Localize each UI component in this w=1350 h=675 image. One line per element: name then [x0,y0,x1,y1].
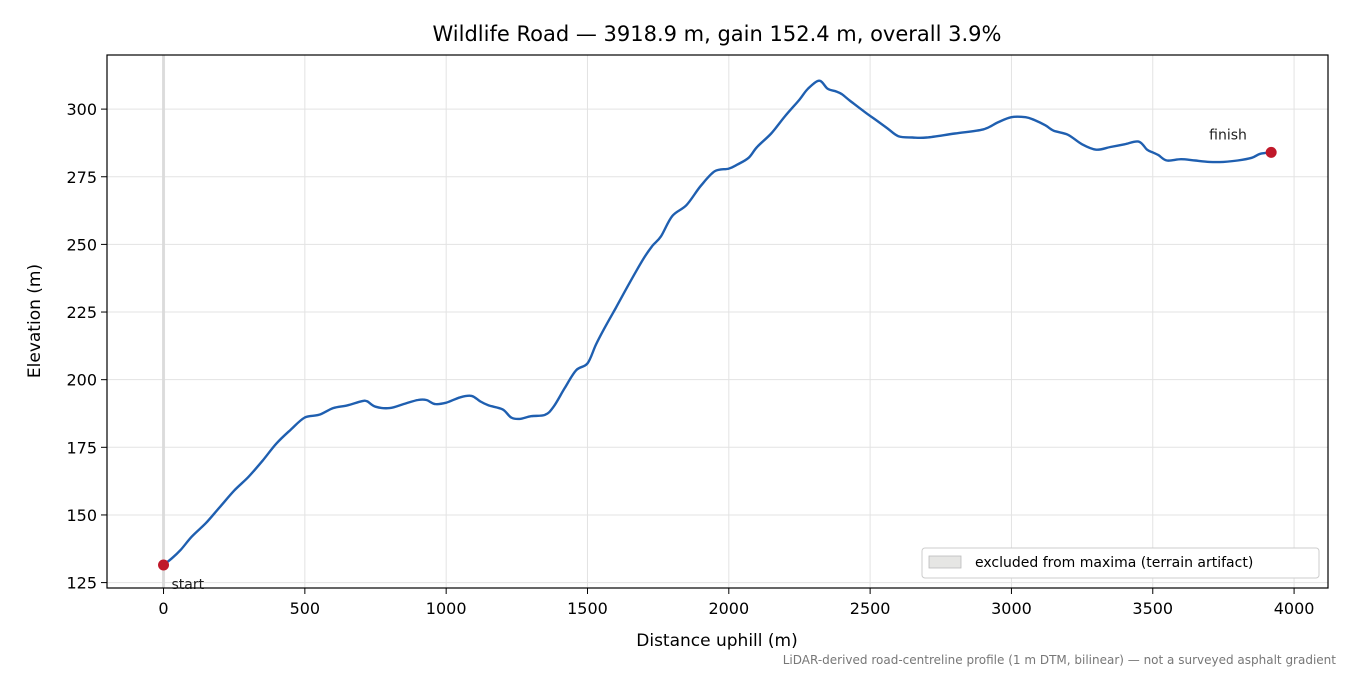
legend-swatch [928,555,962,569]
y-tick-label: 275 [66,168,97,187]
plot-area: start finish [158,79,1277,593]
grid-lines [107,55,1328,588]
start-label: start [172,577,205,593]
y-tick-label: 150 [66,506,97,525]
x-tick-label: 0 [158,599,168,618]
finish-label: finish [1209,127,1247,143]
plot-frame [106,54,1329,589]
excluded-band [162,55,166,588]
x-axis: 0 500 1000 1500 2000 2500 3000 3500 4000 [158,588,1314,618]
chart-title: Wildlife Road — 3918.9 m, gain 152.4 m, … [433,22,1002,46]
x-tick-label: 3000 [991,599,1032,618]
y-axis-label: Elevation (m) [25,264,45,378]
y-tick-label: 125 [66,574,97,593]
x-tick-label: 1000 [426,599,467,618]
start-marker [158,559,170,571]
legend-label: excluded from maxima (terrain artifact) [975,555,1253,571]
elevation-line [162,79,1273,567]
y-tick-label: 250 [66,235,97,254]
x-axis-label: Distance uphill (m) [636,631,797,651]
x-tick-label: 2500 [850,599,891,618]
y-tick-label: 300 [66,100,97,119]
legend-box [921,547,1320,579]
y-axis: 125 150 175 200 225 250 275 300 [66,100,107,593]
x-tick-label: 1500 [567,599,608,618]
legend: excluded from maxima (terrain artifact) [921,547,1320,579]
x-tick-label: 500 [290,599,321,618]
y-tick-label: 175 [66,438,97,457]
footnote: LiDAR-derived road-centreline profile (1… [783,653,1337,667]
x-tick-label: 3500 [1132,599,1173,618]
x-tick-label: 4000 [1274,599,1315,618]
finish-marker [1265,146,1277,158]
y-tick-label: 225 [66,303,97,322]
x-tick-label: 2000 [708,599,749,618]
y-tick-label: 200 [66,371,97,390]
